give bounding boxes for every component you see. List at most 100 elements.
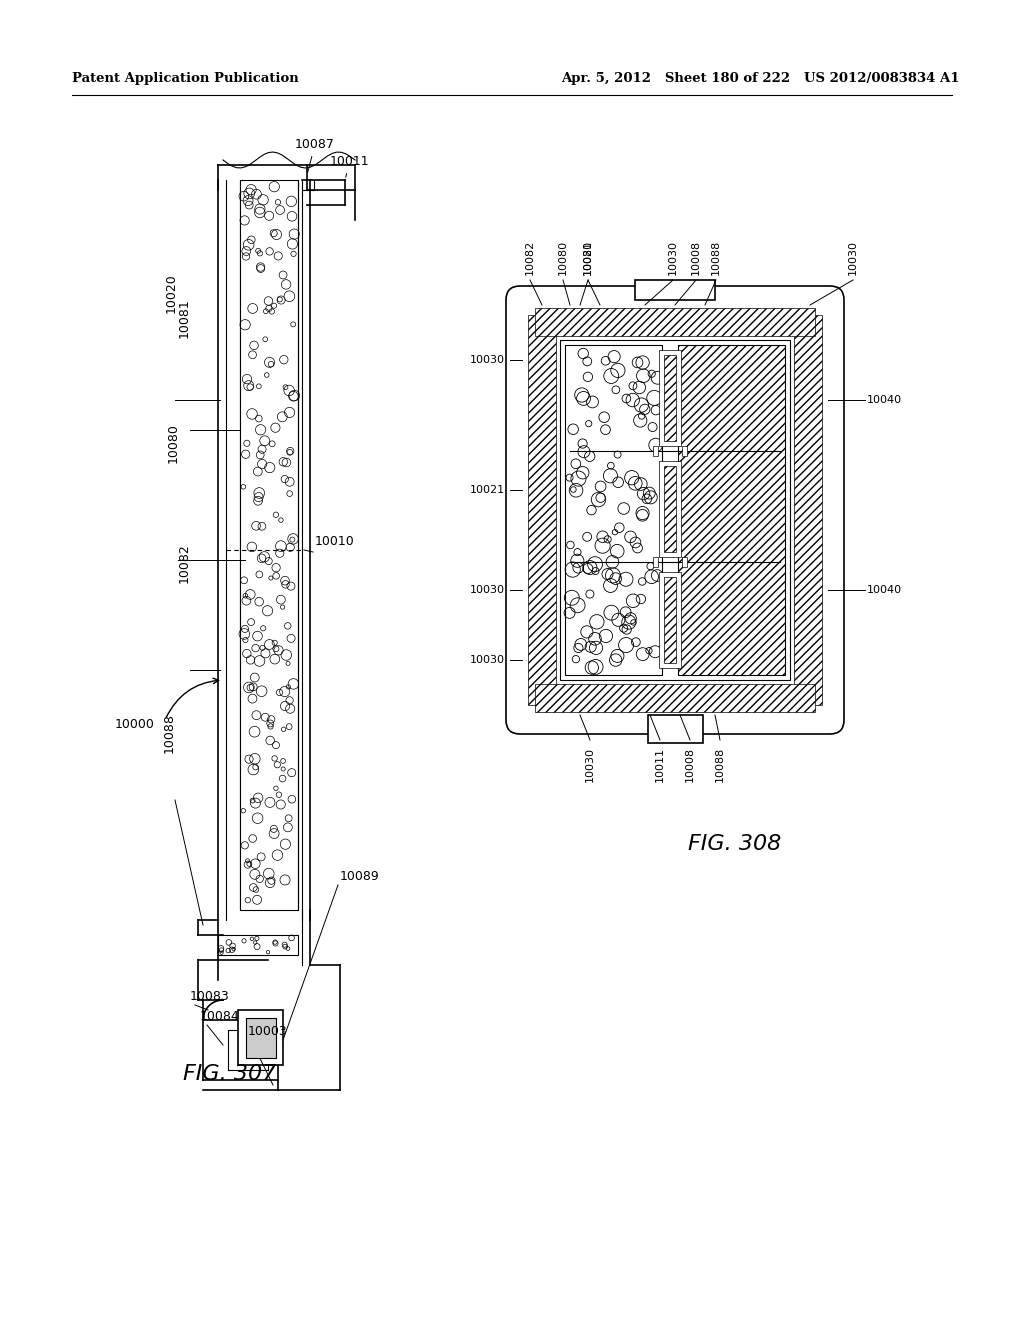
Point (241, 375, 257, 396)
Point (285, 234, 301, 255)
Point (248, 183, 264, 205)
Bar (682, 557, 687, 568)
Point (278, 273, 294, 294)
Point (237, 618, 253, 639)
Point (262, 713, 279, 734)
Point (597, 350, 613, 371)
Point (241, 748, 257, 770)
Point (251, 482, 267, 503)
Point (248, 515, 264, 536)
Text: 10000: 10000 (115, 718, 155, 731)
Point (573, 384, 590, 405)
Point (575, 441, 592, 462)
Bar (560, 341, 790, 680)
Point (278, 376, 294, 397)
Point (568, 479, 585, 500)
Point (282, 690, 298, 711)
Point (610, 610, 627, 631)
Bar (659, 572, 681, 668)
Point (264, 433, 281, 454)
Point (245, 298, 261, 319)
Bar (664, 577, 676, 663)
Point (258, 364, 274, 385)
Point (251, 408, 267, 429)
Point (599, 564, 615, 585)
Point (281, 808, 297, 829)
Point (281, 715, 297, 737)
Point (275, 451, 292, 473)
Bar (246, 1018, 276, 1059)
Point (259, 601, 275, 622)
Point (213, 940, 229, 961)
Point (570, 469, 587, 490)
Point (256, 546, 272, 568)
Point (268, 224, 285, 246)
Point (268, 565, 285, 586)
Point (618, 388, 635, 409)
Point (280, 817, 296, 838)
Point (634, 572, 650, 593)
Point (641, 483, 657, 504)
Point (615, 498, 632, 519)
Point (269, 191, 286, 213)
Point (272, 289, 289, 310)
Point (276, 696, 293, 717)
Point (248, 705, 264, 726)
Text: FIG. 308: FIG. 308 (688, 834, 781, 854)
Point (593, 487, 609, 508)
Point (603, 366, 620, 387)
Point (574, 462, 591, 483)
Text: 10083: 10083 (190, 990, 229, 1003)
Point (253, 846, 269, 867)
Text: 10080: 10080 (558, 240, 568, 275)
Point (631, 378, 647, 399)
Point (248, 638, 264, 659)
Point (261, 457, 278, 478)
Point (279, 644, 295, 665)
Point (282, 401, 298, 422)
Point (580, 366, 596, 387)
Point (565, 418, 582, 440)
Point (625, 375, 641, 396)
Text: 10089: 10089 (340, 870, 380, 883)
Point (252, 243, 268, 264)
Point (245, 876, 261, 898)
Point (579, 527, 595, 548)
Point (630, 537, 646, 558)
Point (270, 784, 287, 805)
Point (274, 407, 291, 428)
Text: 10008: 10008 (685, 747, 695, 783)
Point (248, 756, 264, 777)
Point (623, 607, 639, 628)
Point (647, 642, 664, 663)
Point (257, 430, 273, 451)
Point (257, 643, 273, 664)
Point (252, 256, 268, 277)
Point (243, 611, 259, 632)
Point (245, 676, 261, 697)
Point (642, 487, 658, 508)
Bar (218, 935, 298, 954)
Point (260, 941, 276, 962)
Point (247, 667, 263, 688)
Point (248, 879, 264, 900)
Point (561, 602, 578, 623)
Point (284, 762, 300, 783)
Point (244, 536, 260, 557)
Point (251, 487, 267, 508)
Point (274, 768, 291, 789)
Point (245, 688, 261, 709)
Point (635, 503, 651, 524)
Bar (682, 446, 687, 455)
Point (263, 301, 280, 322)
Point (246, 335, 262, 356)
Text: 10088: 10088 (163, 713, 176, 752)
Point (281, 676, 297, 697)
Point (606, 346, 623, 367)
Point (237, 623, 253, 644)
Point (249, 928, 265, 949)
Text: 10030: 10030 (470, 355, 505, 366)
Text: 10082: 10082 (178, 544, 191, 583)
Point (275, 759, 292, 780)
Point (241, 194, 257, 215)
